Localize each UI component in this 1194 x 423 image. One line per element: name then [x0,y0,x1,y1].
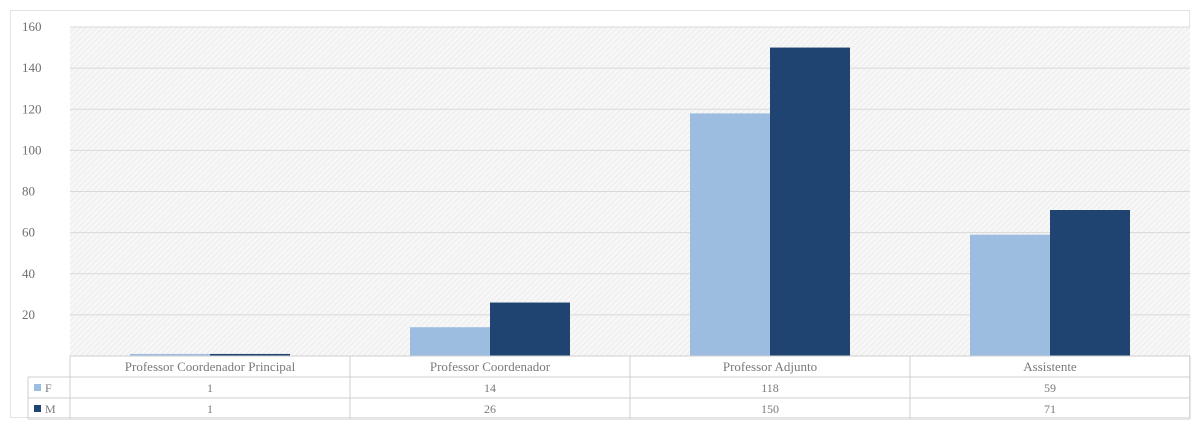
data-label: 1 [207,381,213,395]
y-tick-label: 60 [22,225,35,240]
data-label: 14 [484,381,496,395]
data-label: 71 [1044,402,1056,416]
data-label: 150 [761,402,779,416]
bar-m-3 [1050,210,1130,356]
legend-label-f: F [45,381,52,395]
y-tick-label: 160 [22,19,42,34]
category-label: Professor Coordenador Principal [125,359,296,374]
legend-swatch-f [34,384,41,391]
category-label: Professor Adjunto [723,359,817,374]
category-label: Professor Coordenador [430,359,551,374]
y-tick-label: 80 [22,184,35,199]
y-tick-label: 120 [22,101,42,116]
data-label: 118 [761,381,779,395]
legend-swatch-m [34,405,41,412]
legend-label-m: M [45,402,56,416]
bar-m-0 [210,353,290,356]
y-tick-label: 20 [22,307,35,322]
data-table: Professor Coordenador Principal Professor… [27,355,1191,420]
y-tick-label: 140 [22,60,42,75]
data-label: 26 [484,402,496,416]
y-tick-label: 100 [22,142,42,157]
data-label: 59 [1044,381,1056,395]
bar-f-0 [130,353,210,356]
bars [130,47,1130,356]
bar-f-1 [410,327,490,356]
y-tick-label: 40 [22,266,35,281]
category-label: Assistente [1023,359,1077,374]
y-axis-ticks: 20 40 60 80 100 120 140 160 [22,19,42,322]
data-label: 1 [207,402,213,416]
bar-f-3 [970,234,1050,356]
bar-m-2 [770,47,850,356]
bar-f-2 [690,113,770,356]
bar-m-1 [490,302,570,356]
